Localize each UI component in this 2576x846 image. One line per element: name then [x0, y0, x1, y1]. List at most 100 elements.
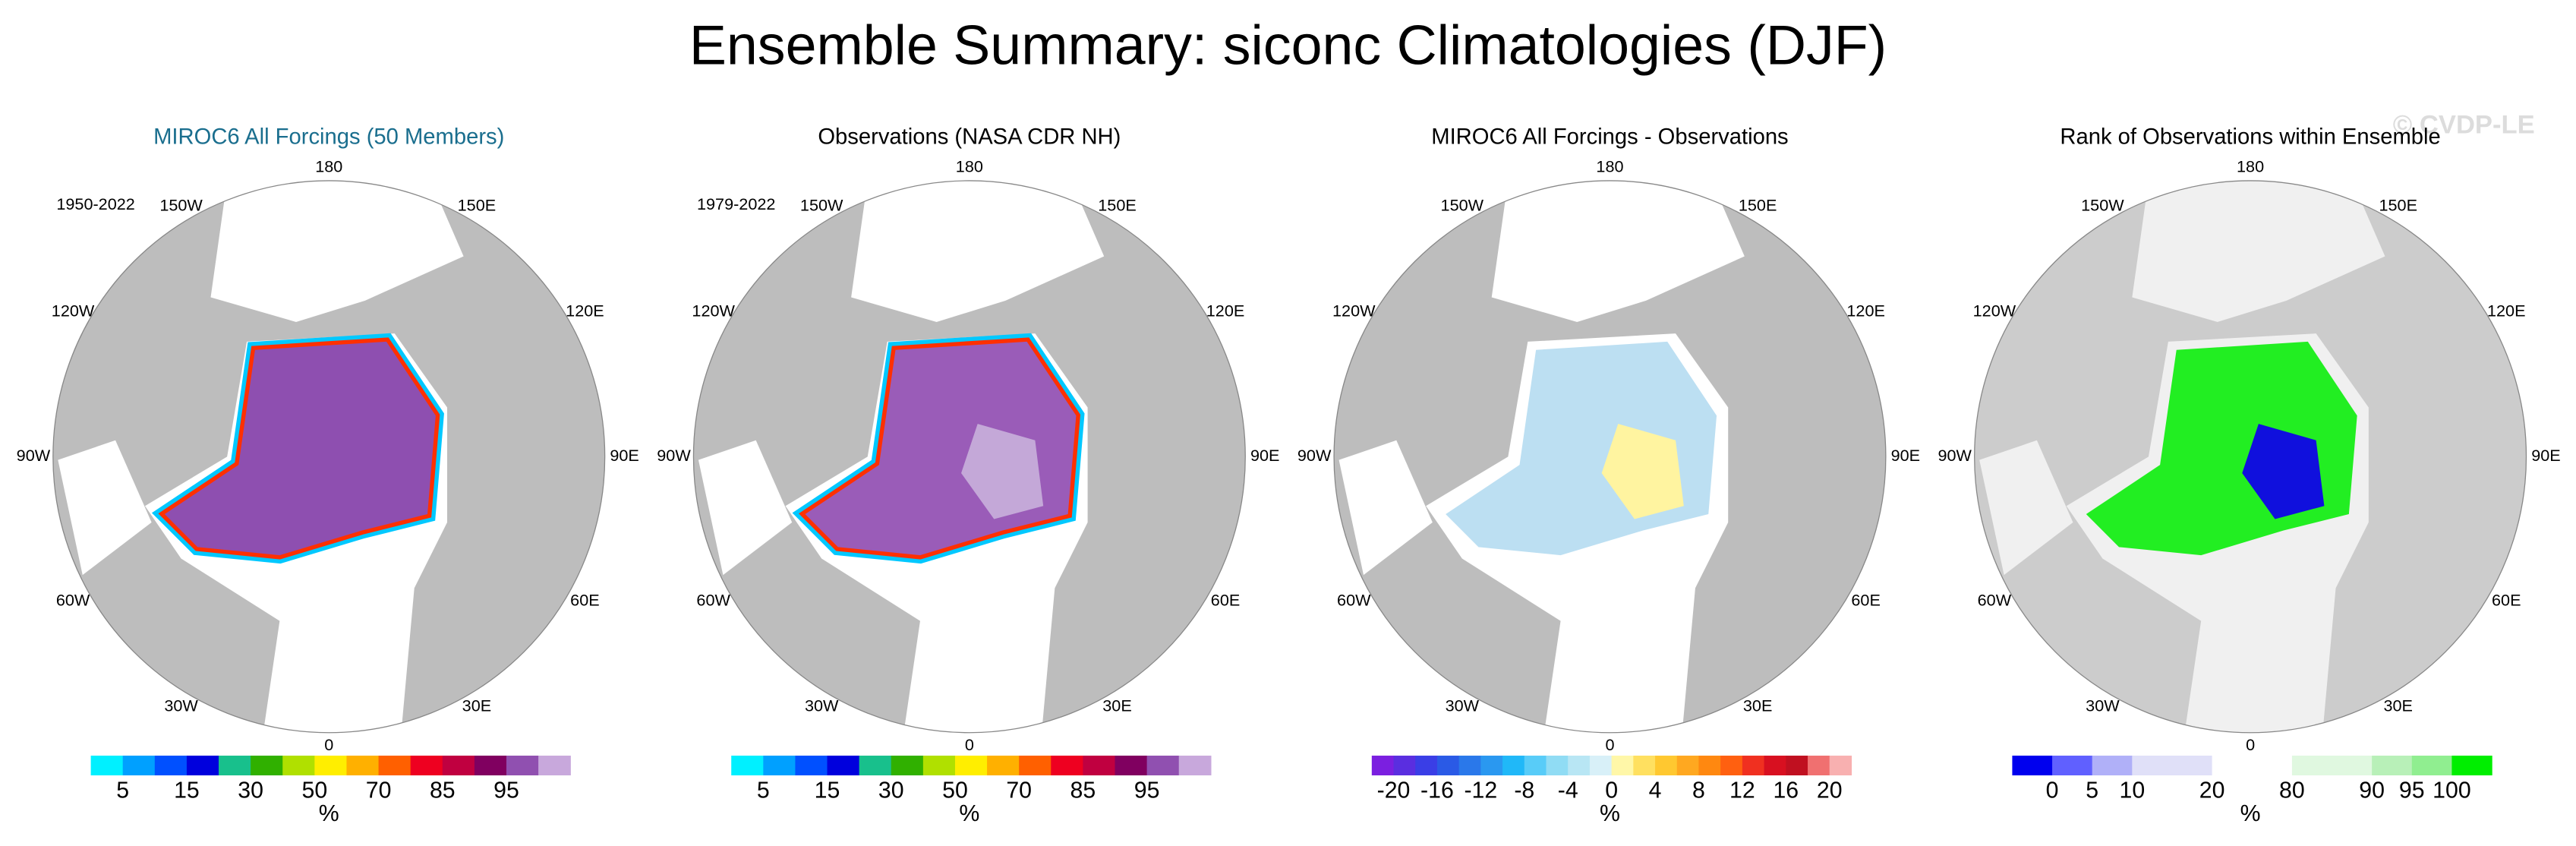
- colorbar-label: 20: [2199, 778, 2225, 803]
- longitude-label: 30W: [164, 696, 198, 715]
- colorbar-box: [1371, 756, 1395, 775]
- colorbar-box: [1568, 756, 1591, 775]
- colorbar-box: [538, 756, 571, 775]
- colorbar-box: [954, 756, 988, 775]
- colorbar-box: [219, 756, 251, 775]
- colorbar-box: [1611, 756, 1634, 775]
- colorbar-box: [827, 756, 860, 775]
- longitude-label: 180: [2237, 156, 2264, 175]
- colorbar-label: 0: [2046, 778, 2059, 803]
- colorbar-box: [2332, 756, 2373, 775]
- longitude-label: 90E: [2531, 446, 2560, 465]
- longitude-label: 150E: [2379, 195, 2418, 214]
- colorbar-box: [378, 756, 411, 775]
- colorbar-box: [763, 756, 796, 775]
- map-border: [1333, 180, 1887, 734]
- period-label: 1979-2022: [697, 194, 775, 213]
- colorbar-label: 85: [1070, 778, 1096, 803]
- colorbar-box: [859, 756, 892, 775]
- colorbar-label: 8: [1692, 778, 1705, 803]
- longitude-label: 150E: [1098, 195, 1137, 214]
- colorbar-label: 20: [1817, 778, 1843, 803]
- colorbar-box: [1786, 756, 1808, 775]
- colorbar-box: [891, 756, 924, 775]
- colorbar-box: [1178, 756, 1212, 775]
- colorbar-box: [122, 756, 156, 775]
- colorbar-box: [1502, 756, 1525, 775]
- longitude-label: 90W: [1297, 446, 1332, 465]
- longitude-label: 90W: [657, 446, 691, 465]
- colorbar-label: -8: [1514, 778, 1534, 803]
- colorbar-box: [1742, 756, 1765, 775]
- colorbar-label: 5: [116, 778, 129, 803]
- colorbar-label: -12: [1464, 778, 1497, 803]
- sea-ice: [164, 341, 436, 556]
- colorbar-box: [2012, 756, 2053, 775]
- colorbar-label: 95: [1134, 778, 1160, 803]
- panel-title: MIROC6 All Forcings (50 Members): [153, 125, 504, 149]
- colorbar-label: 50: [942, 778, 968, 803]
- longitude-label: 30W: [1446, 696, 1480, 715]
- polar-map: 0 30E 60E 90E 120E 150E 180 150W 120W 90W 60W 30W: [17, 156, 639, 753]
- colorbar-box: [2411, 756, 2453, 775]
- colorbar-label: 0: [1605, 778, 1618, 803]
- colorbar-label: 10: [2120, 778, 2146, 803]
- colorbar-label: 95: [2399, 778, 2425, 803]
- figure-title: Ensemble Summary: siconc Climatologies (…: [689, 13, 1887, 76]
- polar-map: 0 30E 60E 90E 120E 150E 180 150W 120W 90W 60W 30W: [1938, 156, 2560, 753]
- colorbar-box: [2252, 756, 2293, 775]
- colorbar-box: [442, 756, 475, 775]
- colorbar-box: [1546, 756, 1569, 775]
- colorbar-box: [2372, 756, 2413, 775]
- longitude-label: 90W: [17, 446, 51, 465]
- longitude-label: 60W: [1978, 590, 2012, 609]
- longitude-label: 150W: [159, 195, 203, 214]
- colorbar-box: [282, 756, 316, 775]
- colorbar-label: 5: [2086, 778, 2098, 803]
- longitude-label: 60W: [696, 590, 730, 609]
- colorbar-box: [1115, 756, 1148, 775]
- colorbar-label: 100: [2433, 778, 2471, 803]
- longitude-label: 150W: [1441, 195, 1484, 214]
- colorbar-label: 30: [878, 778, 904, 803]
- map-disc: [693, 180, 1246, 733]
- colorbar-label: 90: [2359, 778, 2385, 803]
- colorbar-box: [1051, 756, 1084, 775]
- longitude-label: 120W: [1973, 301, 2016, 320]
- colorbar-label: 85: [430, 778, 456, 803]
- colorbar-label: 80: [2279, 778, 2305, 803]
- colorbar-label: -20: [1377, 778, 1411, 803]
- map-border: [1974, 180, 2527, 734]
- map-disc: [1334, 180, 1886, 733]
- colorbar-box: [2132, 756, 2173, 775]
- polar-map: 0 30E 60E 90E 120E 150E 180 150W 120W 90W 60W 30W: [1297, 156, 1920, 753]
- colorbar-label: 12: [1729, 778, 1755, 803]
- colorbar-box: [2171, 756, 2213, 775]
- colorbar-box: [2212, 756, 2253, 775]
- colorbar-label: -16: [1420, 778, 1454, 803]
- longitude-label: 60E: [1851, 590, 1880, 609]
- colorbar-box: [987, 756, 1020, 775]
- sea-ice-inner: [2242, 424, 2325, 519]
- colorbar-unit: %: [2240, 801, 2261, 826]
- longitude-label: 180: [1596, 156, 1623, 175]
- colorbar-box: [2291, 756, 2333, 775]
- longitude-label: 60E: [570, 590, 599, 609]
- longitude-label: 0: [2246, 735, 2255, 754]
- colorbar-box: [922, 756, 956, 775]
- longitude-label: 30E: [462, 696, 491, 715]
- colorbar-box: [2092, 756, 2133, 775]
- longitude-label: 0: [1605, 735, 1614, 754]
- colorbar-box: [1633, 756, 1656, 775]
- longitude-label: 90E: [1891, 446, 1920, 465]
- longitude-label: 90E: [610, 446, 638, 465]
- colorbar-box: [795, 756, 828, 775]
- longitude-label: 30E: [1743, 696, 1772, 715]
- colorbar-box: [1415, 756, 1438, 775]
- colorbar-box: [1146, 756, 1180, 775]
- colorbar-box: [1458, 756, 1482, 775]
- colorbar-label: 5: [757, 778, 770, 803]
- longitude-label: 180: [956, 156, 983, 175]
- colorbar-label: 15: [174, 778, 200, 803]
